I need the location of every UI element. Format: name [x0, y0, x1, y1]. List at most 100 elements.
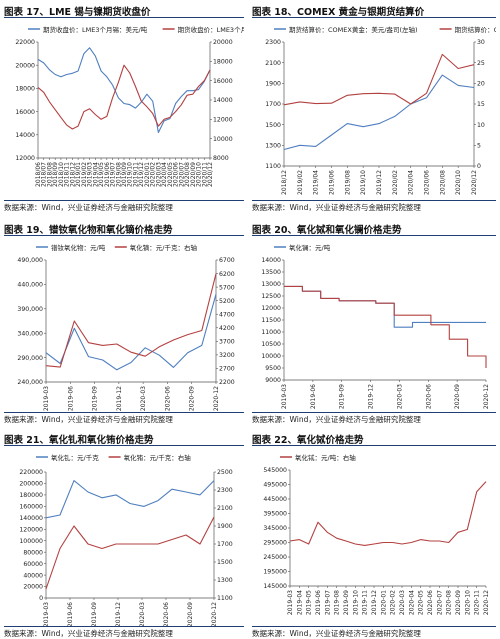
legend-label: 期货结算价：COMEX银：美元/盎司 — [455, 25, 496, 34]
x-tick-label: 2019/04 — [92, 162, 99, 187]
y-tick-label: 160000 — [19, 504, 43, 511]
chart-panel-19: 图表 19、镨钕氧化物和氧化镝价格走势 镨钕氧化物：元/吨 氧化镝：元/千克：右轴… — [4, 222, 244, 424]
y2-tick-label: 14000 — [213, 97, 233, 104]
y-tick-label: 0 — [39, 595, 43, 602]
x-tick-label: 2019-08 — [334, 590, 341, 615]
x-tick-label: 2019/02 — [297, 170, 304, 195]
series-line-1 — [45, 480, 215, 519]
y-tick-label: 200000 — [19, 481, 43, 488]
y2-tick-label: 5700 — [219, 284, 235, 291]
x-tick-label: 2019-12 — [368, 384, 375, 409]
x-tick-label: 2019-05 — [306, 590, 313, 615]
x-tick-label: 2019-09 — [92, 386, 99, 411]
x-tick-label: 2018/11 — [64, 162, 71, 187]
y2-tick-label: 2500 — [217, 469, 233, 476]
y-tick-label: 145000 — [263, 583, 287, 590]
y2-tick-label: 2700 — [219, 366, 235, 373]
y2-tick-label: 6700 — [219, 257, 235, 264]
chart-panel-17: 图表 17、LME 锡与镍期货收盘价 期货收盘价：LME3个月锡：美元/吨 期货收… — [4, 4, 244, 212]
source-note: 数据来源：Wind，兴业证券经济与金融研究院整理 — [4, 629, 173, 638]
y-tick-label: 14000 — [261, 257, 281, 264]
x-tick-label: 2020-10 — [464, 590, 471, 615]
y-tick-label: 180000 — [19, 492, 43, 499]
x-tick-label: 2020/10 — [455, 170, 462, 195]
y-tick-label: 80000 — [23, 549, 43, 556]
x-tick-label: 2020/01 — [144, 162, 151, 187]
y-tick-label: 40000 — [23, 572, 43, 579]
x-tick-label: 2020/08 — [439, 170, 446, 195]
x-tick-label: 2020/06 — [424, 170, 431, 195]
x-tick-label: 2019/12 — [138, 162, 145, 187]
x-tick-label: 2020-06 — [164, 386, 171, 411]
x-tick-label: 2020/06 — [173, 162, 180, 187]
chart-panel-21: 图表 21、氧化钆和氧化铕价格走势 氧化钆：元/千克 氧化铕：元/千克：右轴 0 20… — [4, 432, 244, 638]
x-tick-label: 2019/06 — [329, 170, 336, 195]
y-tick-label: 195000 — [263, 569, 287, 576]
x-tick-label: 2019/09 — [121, 162, 128, 187]
series-line-2 — [45, 273, 217, 368]
y2-tick-label: 3200 — [219, 352, 235, 359]
x-tick-label: 2020/11 — [201, 162, 208, 187]
y-tick-label: 60000 — [23, 561, 43, 568]
x-tick-label: 2020-03 — [140, 386, 147, 411]
x-tick-label: 2019-03 — [43, 386, 50, 411]
x-tick-label: 2019-12 — [116, 386, 123, 411]
x-tick-label: 2019/08 — [115, 162, 122, 187]
source-note: 数据来源：Wind，兴业证券经济与金融研究院整理 — [252, 203, 421, 212]
x-tick-label: 2020-06 — [427, 590, 434, 615]
x-tick-label: 2019/10 — [127, 162, 134, 187]
y2-tick-label: 10 — [477, 122, 485, 129]
y2-tick-label: 2200 — [219, 379, 235, 386]
y-tick-label: 10000 — [261, 353, 281, 360]
x-tick-label: 2019/12 — [376, 170, 383, 195]
x-tick-label: 2019-07 — [324, 590, 331, 615]
x-tick-label: 2020-12 — [213, 386, 220, 411]
legend-label: 期货结算价：COMEX黄金：美元/盎司(左轴) — [289, 25, 418, 34]
chart-panel-22: 图表 22、氧化铽价格走势 氧化铽：元/吨：右轴 145000 195000 2450… — [252, 432, 496, 638]
y-tick-label: 140000 — [19, 515, 43, 522]
y2-tick-label: 2300 — [217, 487, 233, 494]
y2-tick-label: 16000 — [213, 78, 233, 85]
y-tick-label: 9000 — [265, 377, 281, 384]
x-tick-label: 2019-12 — [371, 590, 378, 615]
y2-tick-label: 1300 — [217, 577, 233, 584]
chart-panel-18: 图表 18、COMEX 黄金与银期货结算价 期货结算价：COMEX黄金：美元/盎… — [252, 4, 496, 212]
legend-label: 氧化钆：元/千克 — [51, 453, 99, 462]
chart-20-svg: 氧化镧：元/吨 9000 9500 10000 10500 11000 11500 12000… — [261, 243, 490, 409]
y-tick-label: 1100 — [265, 163, 281, 170]
chart-title-22: 图表 22、氧化铽价格走势 — [252, 435, 364, 446]
x-tick-label: 2018/12 — [69, 162, 76, 187]
legend-label: 镨钕氧化物：元/吨 — [51, 243, 106, 252]
x-tick-label: 2018/08 — [46, 162, 53, 187]
series-line-1 — [45, 294, 217, 371]
x-tick-label: 2019/06 — [104, 162, 111, 187]
x-tick-label: 2019-04 — [296, 590, 303, 615]
y2-tick-label: 15 — [477, 101, 485, 108]
y-tick-label: 100000 — [19, 538, 43, 545]
x-tick-label: 2020-11 — [474, 590, 481, 615]
y2-tick-label: 5200 — [219, 298, 235, 305]
x-tick-label: 2020/08 — [184, 162, 191, 187]
x-tick-label: 2020-02 — [390, 590, 397, 615]
y2-tick-label: 12000 — [213, 117, 233, 124]
x-tick-label: 2019-09 — [91, 602, 98, 626]
y-tick-label: 495000 — [263, 482, 287, 489]
legend-label: 氧化铽：元/吨：右轴 — [295, 453, 356, 462]
chart-title-20: 图表 20、氧化铽和氧化镧价格走势 — [252, 225, 402, 236]
y-tick-label: 120000 — [19, 526, 43, 533]
x-tick-label: 2020-12 — [483, 590, 490, 615]
legend-label: 氧化镧：元/吨 — [289, 243, 331, 252]
y2-tick-label: 8000 — [213, 155, 229, 162]
x-tick-label: 2019-06 — [67, 386, 74, 411]
y-tick-label: 440,000 — [17, 282, 43, 289]
x-tick-label: 2020/02 — [150, 162, 157, 187]
y-tick-label: 1700 — [265, 101, 281, 108]
x-tick-label: 2020-07 — [436, 590, 443, 615]
chart-18-svg: 期货结算价：COMEX黄金：美元/盎司(左轴) 期货结算价：COMEX银：美元/盎… — [265, 25, 496, 195]
x-tick-label: 2018/07 — [41, 162, 48, 187]
x-tick-label: 2020-04 — [408, 590, 415, 615]
x-tick-label: 2019/07 — [110, 162, 117, 187]
y-tick-label: 220000 — [19, 469, 43, 476]
y2-tick-label: 20000 — [213, 39, 233, 46]
